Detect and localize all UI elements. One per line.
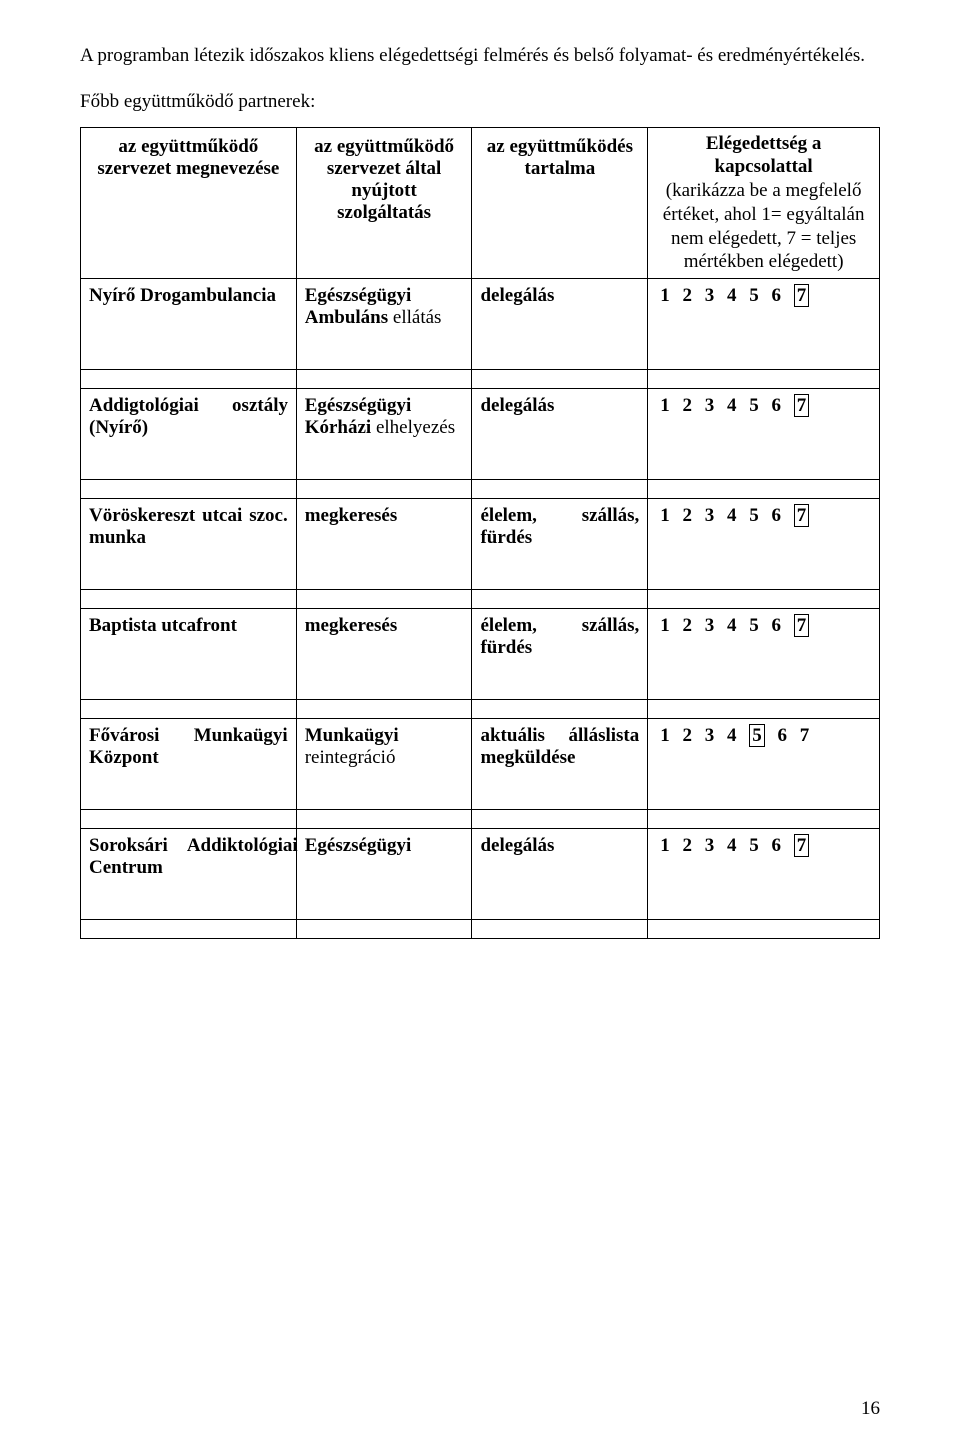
partner-content: élelem, szállás, fürdés — [472, 499, 648, 590]
separator-row — [81, 370, 880, 389]
partner-rating: 1 2 3 4 5 6 7 — [648, 829, 880, 920]
header-col1: az együttműködő szervezet megnevezése — [81, 127, 297, 279]
rating-scale: 1 2 3 4 5 6 7 — [656, 505, 813, 526]
partner-rating: 1 2 3 4 5 6 7 — [648, 719, 880, 810]
separator-row — [81, 920, 880, 939]
partner-service: Egészségügyi Kórházi elhelyezés — [296, 389, 472, 480]
partner-name: Soroksári Addiktológiai Centrum — [81, 829, 297, 920]
table-row: Fővárosi Munkaügyi KözpontMunkaügyi rein… — [81, 719, 880, 810]
partner-content: aktuális álláslista megküldése — [472, 719, 648, 810]
rating-scale: 1 2 3 4 5 6 7 — [656, 615, 813, 636]
subheading: Főbb együttműködő partnerek: — [80, 91, 880, 113]
partner-rating: 1 2 3 4 5 6 7 — [648, 279, 880, 370]
rating-scale: 1 2 3 4 5 6 7 — [656, 725, 813, 746]
partners-table: az együttműködő szervezet megnevezéseaz … — [80, 127, 880, 940]
separator-row — [81, 810, 880, 829]
table-header-row: az együttműködő szervezet megnevezéseaz … — [81, 127, 880, 279]
partner-service: Egészségügyi — [296, 829, 472, 920]
separator-row — [81, 590, 880, 609]
header-col3: az együttműködés tartalma — [472, 127, 648, 279]
table-row: Vöröskereszt utcai szoc. munkamegkeresés… — [81, 499, 880, 590]
partner-name: Baptista utcafront — [81, 609, 297, 700]
partner-name: Fővárosi Munkaügyi Központ — [81, 719, 297, 810]
table-row: Nyírő DrogambulanciaEgészségügyi Ambulán… — [81, 279, 880, 370]
partner-name: Nyírő Drogambulancia — [81, 279, 297, 370]
table-row: Addigtológiai osztály (Nyírő)Egészségügy… — [81, 389, 880, 480]
partner-rating: 1 2 3 4 5 6 7 — [648, 499, 880, 590]
separator-row — [81, 700, 880, 719]
header-col2: az együttműködő szervezet által nyújtott… — [296, 127, 472, 279]
rating-scale: 1 2 3 4 5 6 7 — [656, 835, 813, 856]
document-page: A programban létezik időszakos kliens el… — [0, 0, 960, 1448]
page-number: 16 — [861, 1398, 880, 1420]
partner-service: megkeresés — [296, 609, 472, 700]
partner-rating: 1 2 3 4 5 6 7 — [648, 609, 880, 700]
rating-scale: 1 2 3 4 5 6 7 — [656, 395, 813, 416]
partner-service: megkeresés — [296, 499, 472, 590]
table-row: Soroksári Addiktológiai CentrumEgészségü… — [81, 829, 880, 920]
partner-content: delegálás — [472, 829, 648, 920]
separator-row — [81, 480, 880, 499]
partner-rating: 1 2 3 4 5 6 7 — [648, 389, 880, 480]
partner-content: élelem, szállás, fürdés — [472, 609, 648, 700]
partner-name: Addigtológiai osztály (Nyírő) — [81, 389, 297, 480]
header-col4: Elégedettség a kapcsolattal(karikázza be… — [648, 127, 880, 279]
rating-scale: 1 2 3 4 5 6 7 — [656, 285, 813, 306]
partner-name: Vöröskereszt utcai szoc. munka — [81, 499, 297, 590]
partner-content: delegálás — [472, 279, 648, 370]
intro-paragraph: A programban létezik időszakos kliens el… — [80, 44, 880, 69]
partner-service: Munkaügyi reintegráció — [296, 719, 472, 810]
table-row: Baptista utcafrontmegkeresésélelem, szál… — [81, 609, 880, 700]
partner-service: Egészségügyi Ambuláns ellátás — [296, 279, 472, 370]
partner-content: delegálás — [472, 389, 648, 480]
